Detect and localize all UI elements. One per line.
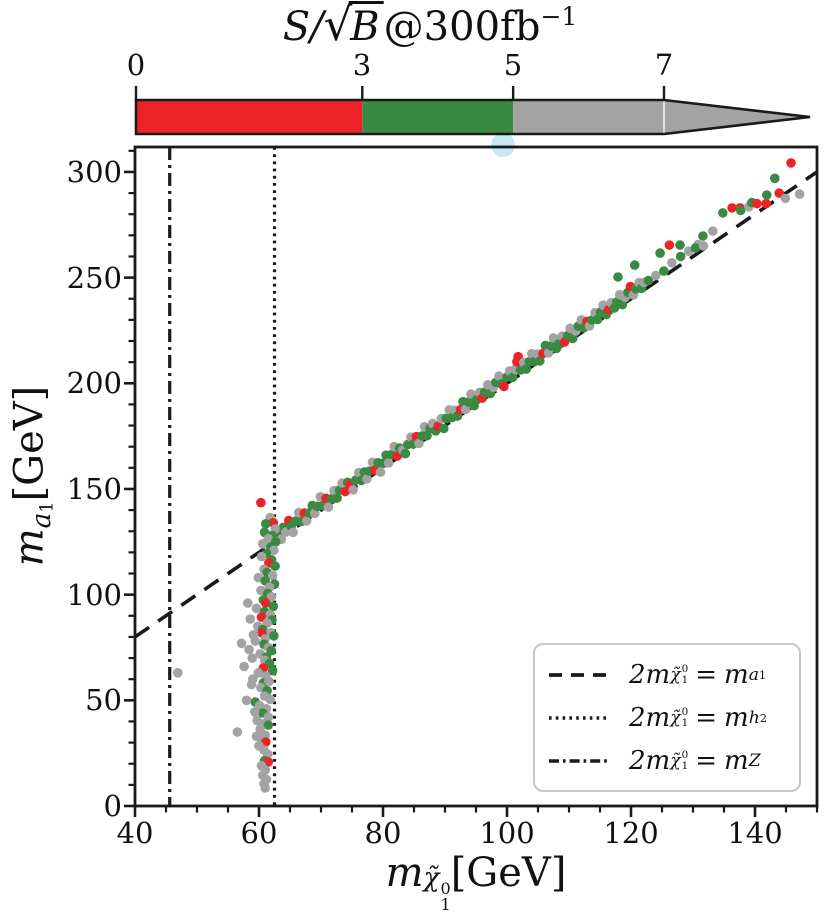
scatter-points [173,158,805,793]
y-axis-label: ma1[GeV] [6,385,58,567]
x-tick-label-100: 100 [479,816,535,850]
chi-symbol: χ̃ [670,664,681,685]
legend-item-a1: 2m χ̃ 0 1 = m a 1 [547,660,789,690]
axis-ticks [124,149,819,817]
colorbar-arrow [664,100,810,134]
y-tick-label-0: 0 [103,789,122,823]
title-exponent: −1 [540,2,578,31]
title-sqrt-arg: B [348,1,384,50]
cb-tick-label-3: 3 [352,48,372,82]
colorbar-shape [134,86,811,136]
y-tick-label-200: 200 [66,366,122,400]
x-tick-label-80: 80 [364,816,402,850]
title-s: S/ [282,4,324,50]
x-tick-label-140: 140 [727,816,783,850]
dotted-line-sample-icon [549,715,609,720]
legend: 2m χ̃ 0 1 = m a 1 2m χ̃ 0 1 = m h 2 2m χ̃ 0 1 = m Z [533,643,801,792]
y-tick-label-100: 100 [66,578,122,612]
chi-symbol: χ̃ [423,862,440,893]
legend-item-z: 2m χ̃ 0 1 = m Z [547,746,789,776]
y-tick-label-250: 250 [66,261,122,295]
cb-tick-label-7: 7 [654,48,674,82]
y-tick-label-300: 300 [66,155,122,189]
x-tick-label-40: 40 [116,816,154,850]
title-rest: @300fb [383,4,541,50]
cb-tick-label-5: 5 [503,48,523,82]
colorbar-title: S/√B @300fb−1 [282,0,578,51]
chi-symbol: χ̃ [670,750,681,771]
dashdot-line-sample-icon [549,758,609,763]
y-tick-label-50: 50 [85,683,122,717]
y-tick-label-150: 150 [66,472,122,506]
cb-tick-label-0: 0 [126,48,146,82]
sqrt-icon: √ [323,0,353,51]
chi-symbol: χ̃ [670,707,681,728]
dashed-line-sample-icon [549,672,609,677]
legend-item-h2: 2m χ̃ 0 1 = m h 2 [547,703,789,733]
x-tick-label-120: 120 [603,816,659,850]
artifact-dot [491,133,515,157]
x-tick-label-60: 60 [240,816,278,850]
x-axis-label: mχ̃ 0 1 [GeV] [385,850,567,914]
